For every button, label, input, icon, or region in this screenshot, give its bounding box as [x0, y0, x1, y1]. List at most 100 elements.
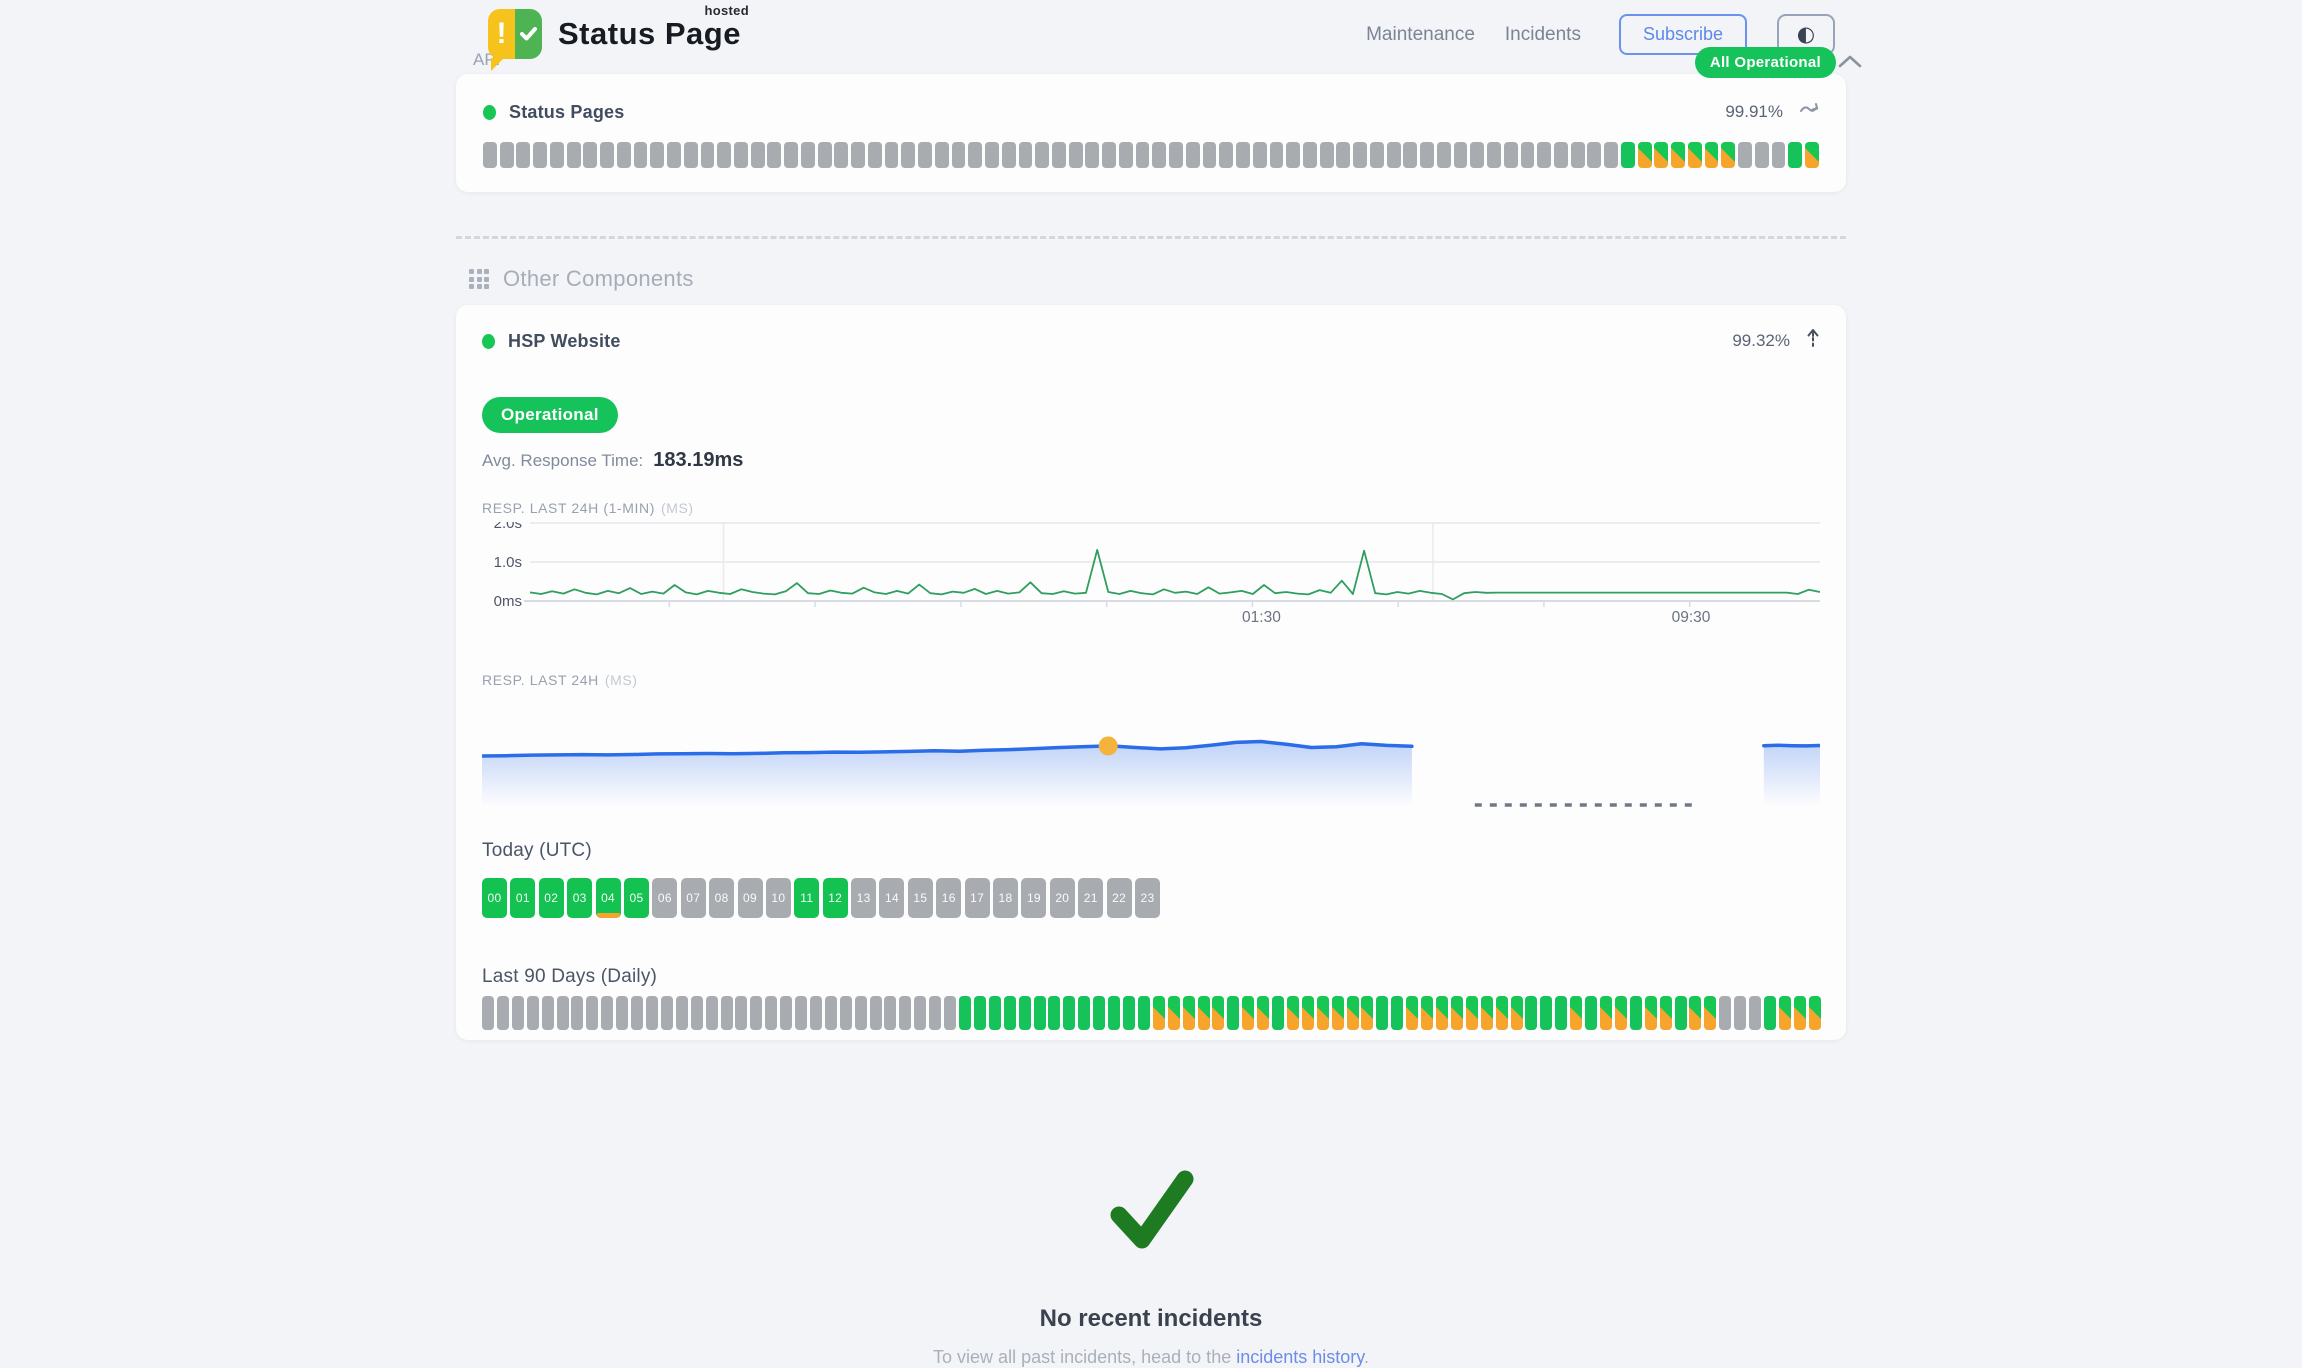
uptime-bar-na[interactable] — [1319, 142, 1334, 168]
uptime-bar-op[interactable] — [1376, 996, 1389, 1030]
uptime-bar-op[interactable] — [1063, 996, 1076, 1030]
uptime-bar-na[interactable] — [854, 996, 867, 1030]
uptime-bar-mx[interactable] — [1644, 996, 1657, 1030]
hour-box-11[interactable]: 11 — [794, 878, 820, 918]
uptime-bar-mx[interactable] — [1450, 996, 1463, 1030]
uptime-bar-na[interactable] — [1118, 142, 1133, 168]
uptime-bar-mx[interactable] — [1805, 142, 1819, 168]
uptime-bar-mx[interactable] — [1704, 996, 1717, 1030]
uptime-bar-op[interactable] — [1018, 996, 1031, 1030]
uptime-bar-op[interactable] — [959, 996, 972, 1030]
uptime-bar-na[interactable] — [839, 996, 852, 1030]
uptime-bar-mx[interactable] — [1637, 142, 1652, 168]
uptime-bar-mx[interactable] — [1167, 996, 1180, 1030]
uptime-bar-op[interactable] — [1078, 996, 1091, 1030]
uptime-bar-na[interactable] — [533, 142, 548, 168]
uptime-bar-op[interactable] — [1093, 996, 1106, 1030]
hour-box-12[interactable]: 12 — [822, 878, 848, 918]
uptime-bar-mx[interactable] — [1301, 996, 1314, 1030]
uptime-bar-na[interactable] — [1135, 142, 1150, 168]
uptime-bar-mx[interactable] — [1286, 996, 1299, 1030]
hour-box-19[interactable]: 19 — [1021, 878, 1047, 918]
uptime-bar-na[interactable] — [631, 996, 644, 1030]
uptime-bar-op[interactable] — [1122, 996, 1135, 1030]
uptime-bar-na[interactable] — [556, 996, 569, 1030]
hour-box-13[interactable]: 13 — [851, 878, 877, 918]
uptime-bar-na[interactable] — [1771, 142, 1786, 168]
uptime-bar-mx[interactable] — [1406, 996, 1419, 1030]
uptime-bar-na[interactable] — [1018, 142, 1033, 168]
uptime-bar-mx[interactable] — [1361, 996, 1374, 1030]
brand-logo[interactable]: ! Status Page hosted — [488, 3, 749, 71]
uptime-bar-na[interactable] — [1236, 142, 1250, 168]
uptime-bar-na[interactable] — [566, 142, 581, 168]
hour-box-00[interactable]: 00 — [482, 878, 507, 918]
hour-box-06[interactable]: 06 — [652, 878, 678, 918]
uptime-bar-na[interactable] — [1749, 996, 1762, 1030]
uptime-bar-na[interactable] — [717, 142, 732, 168]
uptime-bar-mx[interactable] — [1614, 996, 1627, 1030]
uptime-bar-na[interactable] — [583, 142, 598, 168]
uptime-bar-na[interactable] — [809, 996, 822, 1030]
uptime-bar-mx[interactable] — [1421, 996, 1434, 1030]
uptime-bar-na[interactable] — [884, 996, 897, 1030]
uptime-bar-na[interactable] — [1219, 142, 1234, 168]
uptime-bar-na[interactable] — [1252, 142, 1267, 168]
uptime-bar-na[interactable] — [1470, 142, 1485, 168]
uptime-bar-op[interactable] — [1585, 996, 1598, 1030]
uptime-bar-mx[interactable] — [1316, 996, 1329, 1030]
uptime-bar-na[interactable] — [918, 142, 932, 168]
uptime-bar-mx[interactable] — [1778, 996, 1791, 1030]
uptime-bar-na[interactable] — [1719, 996, 1732, 1030]
hour-box-04[interactable]: 04 — [595, 878, 621, 918]
uptime-bar-na[interactable] — [1035, 142, 1050, 168]
uptime-bar-na[interactable] — [482, 996, 495, 1030]
uptime-bar-na[interactable] — [1604, 142, 1619, 168]
uptime-bar-mx[interactable] — [1495, 996, 1508, 1030]
uptime-bar-na[interactable] — [824, 996, 837, 1030]
uptime-bar-op[interactable] — [1272, 996, 1285, 1030]
uptime-bar-na[interactable] — [660, 996, 673, 1030]
uptime-bar-op[interactable] — [1620, 142, 1635, 168]
uptime-bar-na[interactable] — [985, 142, 999, 168]
hour-box-21[interactable]: 21 — [1078, 878, 1104, 918]
uptime-bar-na[interactable] — [705, 996, 718, 1030]
uptime-bar-na[interactable] — [1353, 142, 1368, 168]
uptime-bar-na[interactable] — [541, 996, 554, 1030]
incidents-history-link[interactable]: incidents history — [1236, 1347, 1364, 1367]
uptime-bar-na[interactable] — [526, 996, 539, 1030]
uptime-bar-na[interactable] — [1102, 142, 1117, 168]
uptime-bar-op[interactable] — [1763, 996, 1776, 1030]
refresh-icon[interactable] — [1799, 102, 1819, 123]
uptime-bar-na[interactable] — [1453, 142, 1468, 168]
uptime-bar-na[interactable] — [720, 996, 733, 1030]
hour-box-01[interactable]: 01 — [510, 878, 536, 918]
hour-box-14[interactable]: 14 — [879, 878, 905, 918]
collapse-chevron-icon[interactable] — [1838, 54, 1862, 73]
hour-box-15[interactable]: 15 — [907, 878, 933, 918]
uptime-bar-na[interactable] — [1286, 142, 1301, 168]
uptime-bar-na[interactable] — [1302, 142, 1317, 168]
hour-box-10[interactable]: 10 — [765, 878, 791, 918]
uptime-bar-op[interactable] — [1674, 996, 1687, 1030]
uptime-bar-na[interactable] — [499, 142, 514, 168]
uptime-bar-na[interactable] — [817, 142, 832, 168]
uptime-bar-na[interactable] — [675, 996, 688, 1030]
uptime-bar-na[interactable] — [650, 142, 665, 168]
uptime-bar-na[interactable] — [600, 142, 614, 168]
uptime-bar-na[interactable] — [1169, 142, 1183, 168]
hour-box-07[interactable]: 07 — [680, 878, 706, 918]
uptime-bar-op[interactable] — [1033, 996, 1046, 1030]
uptime-bar-na[interactable] — [867, 142, 882, 168]
subscribe-button[interactable]: Subscribe — [1618, 14, 1747, 55]
uptime-bar-na[interactable] — [1085, 142, 1100, 168]
uptime-bar-op[interactable] — [1391, 996, 1404, 1030]
uptime-bar-mx[interactable] — [1257, 996, 1270, 1030]
uptime-bar-na[interactable] — [1537, 142, 1552, 168]
uptime-bar-op[interactable] — [1629, 996, 1642, 1030]
uptime-bar-op[interactable] — [1525, 996, 1538, 1030]
uptime-bar-na[interactable] — [968, 142, 983, 168]
uptime-bar-mx[interactable] — [1570, 996, 1583, 1030]
uptime-bar-mx[interactable] — [1182, 996, 1195, 1030]
uptime-bar-op[interactable] — [1137, 996, 1150, 1030]
